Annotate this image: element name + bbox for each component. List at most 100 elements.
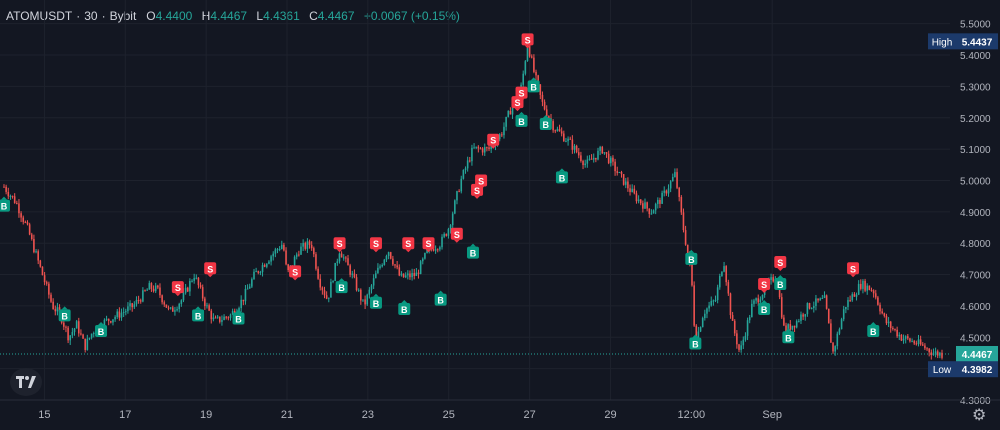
sell-signal-marker[interactable]: S (487, 133, 500, 149)
buy-signal-marker[interactable]: B (774, 274, 787, 290)
candle-body (810, 308, 813, 310)
svg-text:S: S (337, 239, 343, 249)
candle-body (381, 264, 383, 267)
symbol-label[interactable]: ATOMUSDT (6, 9, 73, 23)
buy-signal-marker[interactable]: B (58, 306, 71, 322)
candle-body (120, 312, 123, 318)
candle-body (498, 134, 501, 140)
candle-body (659, 199, 661, 204)
buy-signal-marker[interactable]: B (867, 322, 880, 338)
sell-signal-marker[interactable]: S (422, 237, 435, 253)
buy-signal-marker[interactable]: B (95, 322, 108, 338)
buy-signal-marker[interactable]: B (685, 249, 698, 265)
svg-text:B: B (777, 280, 784, 290)
candle-body (360, 289, 362, 301)
sell-signal-marker[interactable]: S (333, 237, 346, 253)
tradingview-logo-icon[interactable] (10, 368, 42, 396)
candle-body (137, 299, 140, 301)
buy-signal-marker[interactable]: B (398, 300, 411, 316)
sell-signal-marker[interactable]: S (450, 227, 463, 243)
buy-signal-marker[interactable]: B (539, 115, 552, 131)
candle-body (535, 71, 537, 76)
sell-signal-marker[interactable]: S (475, 174, 488, 190)
candle-body (52, 301, 54, 310)
candle-body (686, 244, 689, 254)
sell-signal-marker[interactable]: S (171, 281, 184, 297)
buy-signal-marker[interactable]: B (555, 168, 568, 184)
interval-label[interactable]: 30 (84, 9, 98, 23)
candle-body (464, 168, 467, 171)
candle-body (193, 278, 195, 281)
candle-body (573, 145, 576, 150)
candle-body (178, 303, 181, 310)
candle-body (58, 307, 61, 312)
buy-signal-marker[interactable]: B (192, 306, 205, 322)
candle-body (244, 288, 247, 302)
buy-signal-marker[interactable]: B (0, 196, 10, 212)
candle-body (229, 314, 232, 318)
candle-body (436, 249, 439, 251)
buy-signal-marker[interactable]: B (515, 111, 528, 127)
buy-signal-marker[interactable]: B (335, 278, 348, 294)
svg-text:S: S (850, 264, 856, 274)
buy-signal-marker[interactable]: B (232, 309, 245, 325)
sell-signal-marker[interactable]: S (289, 265, 302, 281)
candle-body (654, 203, 657, 211)
candle-body (804, 314, 807, 317)
candle-body (317, 268, 319, 279)
buy-signal-marker[interactable]: B (434, 290, 447, 306)
sell-signal-marker[interactable]: S (402, 237, 415, 253)
candle-body (152, 288, 155, 292)
candle-body (731, 315, 734, 321)
sell-signal-marker[interactable]: S (369, 237, 382, 253)
candle-body (915, 343, 918, 345)
svg-text:S: S (514, 98, 520, 108)
svg-text:S: S (175, 283, 181, 293)
candle-body (704, 313, 706, 319)
candle-body (338, 253, 341, 262)
candle-body (439, 247, 441, 250)
sell-signal-marker[interactable]: S (204, 262, 217, 278)
candle-body (845, 306, 847, 310)
candle-body (919, 339, 922, 345)
candle-body (836, 333, 839, 347)
candle-body (503, 126, 505, 136)
candle-body (671, 176, 674, 182)
buy-signal-marker[interactable]: B (782, 328, 795, 344)
svg-text:B: B (235, 314, 242, 324)
candle-body (110, 321, 112, 323)
candle-body (379, 266, 381, 268)
sell-signal-marker[interactable]: S (774, 256, 787, 272)
sell-signal-marker[interactable]: S (521, 33, 534, 49)
buy-signal-marker[interactable]: B (758, 300, 771, 316)
buy-signal-marker[interactable]: B (527, 77, 540, 93)
candle-body (67, 327, 69, 341)
buy-signal-marker[interactable]: B (467, 243, 479, 259)
gear-icon[interactable]: ⚙ (972, 407, 987, 424)
buy-signal-marker[interactable]: B (369, 293, 382, 309)
candle-body (451, 213, 454, 226)
candle-body (887, 321, 890, 324)
buy-signal-marker[interactable]: B (689, 334, 702, 350)
candle-body (16, 203, 18, 205)
candle-body (742, 339, 745, 346)
candle-body (755, 298, 757, 301)
candle-body (415, 272, 418, 276)
sell-signal-marker[interactable]: S (515, 86, 528, 102)
candle-body (639, 199, 642, 204)
sell-signal-marker[interactable]: S (758, 277, 771, 293)
candle-body (272, 253, 275, 257)
candle-body (300, 246, 302, 255)
candle-body (351, 273, 354, 275)
candle-body (590, 158, 593, 160)
candle-body (30, 234, 33, 240)
sell-signal-marker[interactable]: S (847, 262, 860, 278)
candle-body (939, 352, 941, 356)
candle-body (842, 309, 845, 320)
candle-body (780, 297, 783, 318)
candle-body (283, 244, 285, 251)
svg-text:S: S (373, 239, 379, 249)
candle-body (304, 243, 307, 249)
candle-body (154, 285, 157, 292)
